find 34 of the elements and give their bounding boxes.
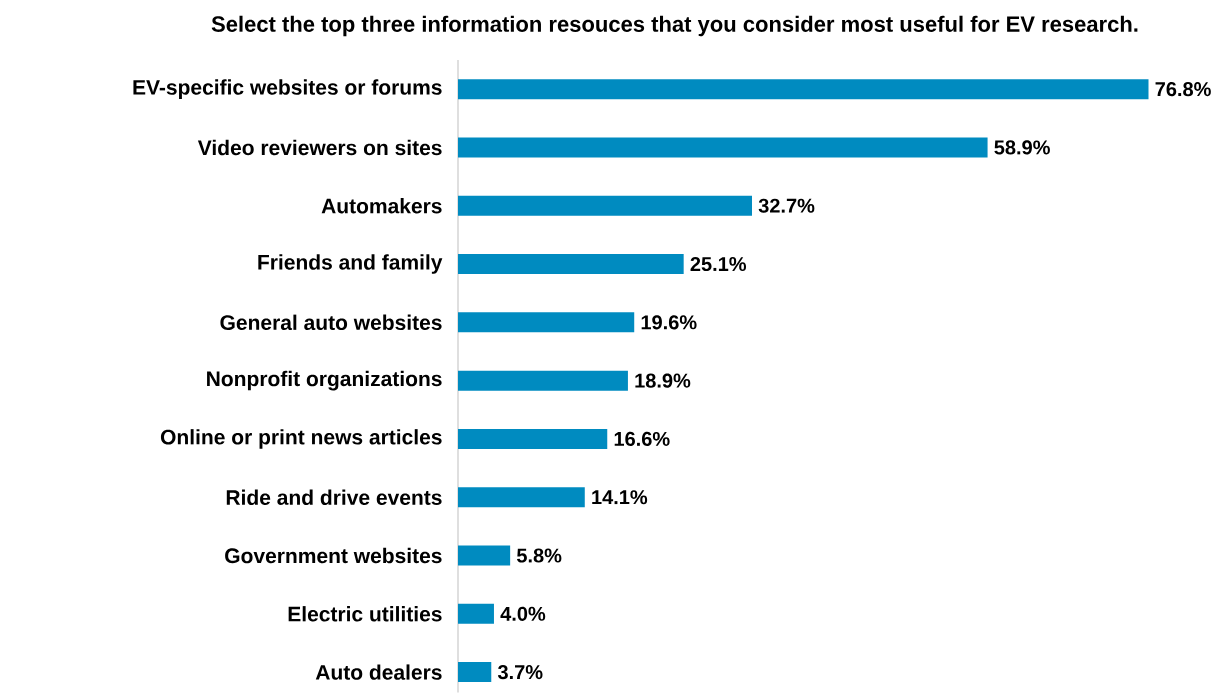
data-label: 5.8% [516,548,562,563]
data-label: 19.6% [641,315,697,330]
y-tick-label: General auto websites [220,314,442,331]
y-tick-label: Online or print news articles [160,429,442,449]
bar [458,254,684,275]
bar [458,137,988,158]
bar [458,79,1149,100]
bar [458,428,608,449]
y-tick-label: Auto dealers [315,664,442,680]
y-tick-label: Automakers [321,198,442,214]
y-tick-label: EV-specific websites or forums [133,79,442,99]
bar [458,545,511,566]
data-label: 18.9% [635,373,691,388]
data-label: 25.1% [690,256,747,272]
y-tick-label: Ride and drive events [226,489,442,505]
y-tick-label: Government websites [225,547,442,564]
y-tick-label: Nonprofit organizations [207,370,442,391]
chart-title: Select the top three information resouces that you consider most useful for EV research. [211,15,1138,37]
bar [458,195,752,216]
y-tick-label: Video reviewers on sites [197,139,442,156]
data-label: 76.8% [1155,82,1211,97]
bar [458,603,494,624]
bar [458,370,628,391]
data-label: 4.0% [500,606,546,621]
bar [458,662,492,683]
data-label: 3.7% [497,665,543,680]
bar [458,487,585,508]
data-label: 14.1% [592,490,648,505]
data-label: 32.7% [758,198,815,213]
y-tick-label: Friends and family [258,254,443,274]
data-label: 58.9% [994,140,1050,155]
bar [458,312,635,333]
data-label: 16.6% [614,431,670,447]
y-tick-label: Electric utilities [288,606,442,622]
